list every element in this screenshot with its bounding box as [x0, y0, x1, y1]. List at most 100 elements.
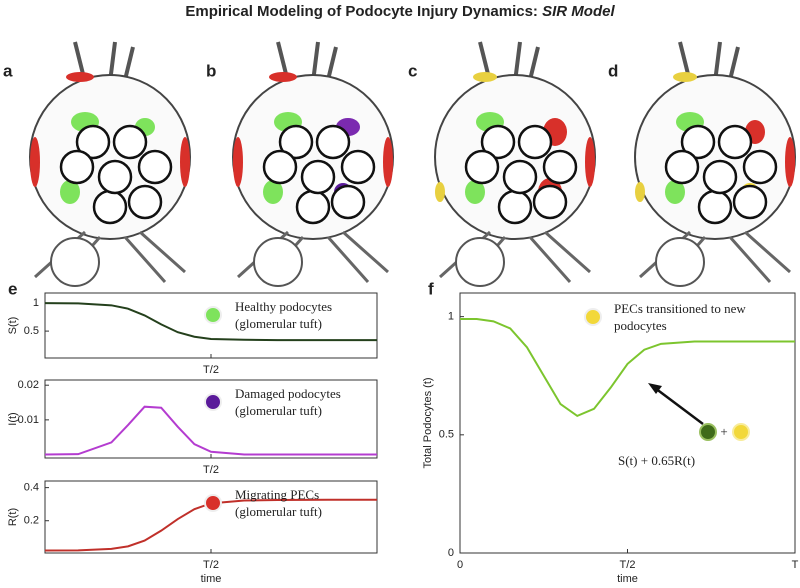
- x-axis-label: time: [201, 573, 222, 585]
- cell: [383, 137, 393, 187]
- capillary-loop: [702, 159, 738, 195]
- capillary-loop: [75, 124, 111, 160]
- y-tick-label: 0: [448, 547, 454, 559]
- y-axis-label: S(t): [7, 317, 19, 335]
- cell: [269, 72, 297, 82]
- cell: [435, 182, 445, 202]
- legend-dot: [204, 494, 222, 512]
- capillary-loop: [127, 184, 163, 220]
- arrow-head: [648, 383, 662, 394]
- panel-label: e: [8, 279, 17, 298]
- y-axis-label: Total Podocytes (t): [422, 377, 434, 468]
- capillary-loop: [300, 159, 336, 195]
- cell: [30, 137, 40, 187]
- cell: [180, 137, 190, 187]
- y-tick-label: 0.5: [24, 325, 39, 337]
- capillary-loop: [97, 159, 133, 195]
- legend-text: Migrating PECs: [235, 487, 319, 502]
- plot-frame: [44, 480, 378, 554]
- y-axis-label: I(t): [7, 412, 19, 425]
- y-tick-label: 0.02: [18, 379, 39, 391]
- cell: [465, 180, 485, 204]
- figure-title: Empirical Modeling of Podocyte Injury Dy…: [185, 3, 615, 20]
- x-tick-label: T: [792, 559, 799, 571]
- panel-label: c: [408, 61, 417, 80]
- x-tick-label: 0: [457, 559, 463, 571]
- capillary-loop: [542, 149, 578, 185]
- panel-label: d: [608, 61, 618, 80]
- capillary-loop: [742, 149, 778, 185]
- legend-dot: [584, 308, 602, 326]
- legend-text: Healthy podocytes: [235, 299, 332, 314]
- cell: [233, 137, 243, 187]
- x-tick-label: T/2: [620, 559, 636, 571]
- panel-label: a: [3, 61, 13, 80]
- charts: e 0.5 1 T/2 S(t) Healthy podocytes (glomerular…: [7, 279, 799, 584]
- capillary-loop: [59, 149, 95, 185]
- legend-text: Damaged podocytes: [235, 386, 341, 401]
- glomerulus: c: [408, 41, 596, 287]
- line-series: [460, 318, 795, 418]
- capillary-loop: [664, 149, 700, 185]
- capillary-loop: [92, 189, 128, 225]
- legend-text: (glomerular tuft): [235, 403, 322, 418]
- legend-dot: [204, 393, 222, 411]
- capillary-loop: [732, 184, 768, 220]
- x-tick-label: T/2: [203, 559, 219, 571]
- legend-text: (glomerular tuft): [235, 504, 322, 519]
- line-series: [44, 302, 377, 342]
- cell: [60, 180, 80, 204]
- glomerulus: d: [608, 41, 796, 287]
- cell: [66, 72, 94, 82]
- capillary-loop: [717, 124, 753, 160]
- x-axis-label: time: [617, 573, 638, 585]
- capillary-loop: [480, 124, 516, 160]
- legend-dot: [204, 306, 222, 324]
- cell: [785, 137, 795, 187]
- cell: [665, 180, 685, 204]
- y-axis-label: R(t): [7, 508, 19, 526]
- line-series: [44, 405, 377, 456]
- capillary-loop: [137, 149, 173, 185]
- capillary-loop: [278, 124, 314, 160]
- glomerulus: b: [206, 41, 394, 287]
- formula: S(t) + 0.65R(t): [618, 453, 695, 468]
- legend-text: podocytes: [614, 318, 667, 333]
- capillary-loop: [330, 184, 366, 220]
- y-tick-label: 1: [33, 297, 39, 309]
- capillary-loop: [295, 189, 331, 225]
- tubule: [253, 237, 303, 287]
- title-text: Empirical Modeling of Podocyte Injury Dy…: [185, 3, 538, 20]
- tubule: [455, 237, 505, 287]
- line-series: [44, 498, 377, 552]
- tubule: [655, 237, 705, 287]
- arrow: [654, 387, 704, 425]
- capillary-loop: [697, 189, 733, 225]
- capillary-loop: [532, 184, 568, 220]
- cell: [673, 72, 697, 82]
- cell: [263, 180, 283, 204]
- panel-label: f: [428, 279, 434, 298]
- illustrations: a b c d: [3, 41, 796, 287]
- y-tick-label: 1: [448, 311, 454, 323]
- capillary-loop: [517, 124, 553, 160]
- new-podocyte-dot: [732, 423, 750, 441]
- capillary-loop: [262, 149, 298, 185]
- capillary-loop: [315, 124, 351, 160]
- glomerulus: a: [3, 41, 191, 287]
- legend-text: PECs transitioned to new: [614, 301, 746, 316]
- cell: [635, 182, 645, 202]
- plus-sign: +: [720, 424, 727, 439]
- capillary-loop: [340, 149, 376, 185]
- y-tick-label: 0.2: [24, 515, 39, 527]
- legend-text: (glomerular tuft): [235, 316, 322, 331]
- y-tick-label: 0.4: [24, 482, 39, 494]
- cell: [585, 137, 595, 187]
- cell: [473, 72, 497, 82]
- capillary-loop: [502, 159, 538, 195]
- healthy-dot: [699, 423, 717, 441]
- panel-label: b: [206, 61, 216, 80]
- capillary-loop: [680, 124, 716, 160]
- tubule: [50, 237, 100, 287]
